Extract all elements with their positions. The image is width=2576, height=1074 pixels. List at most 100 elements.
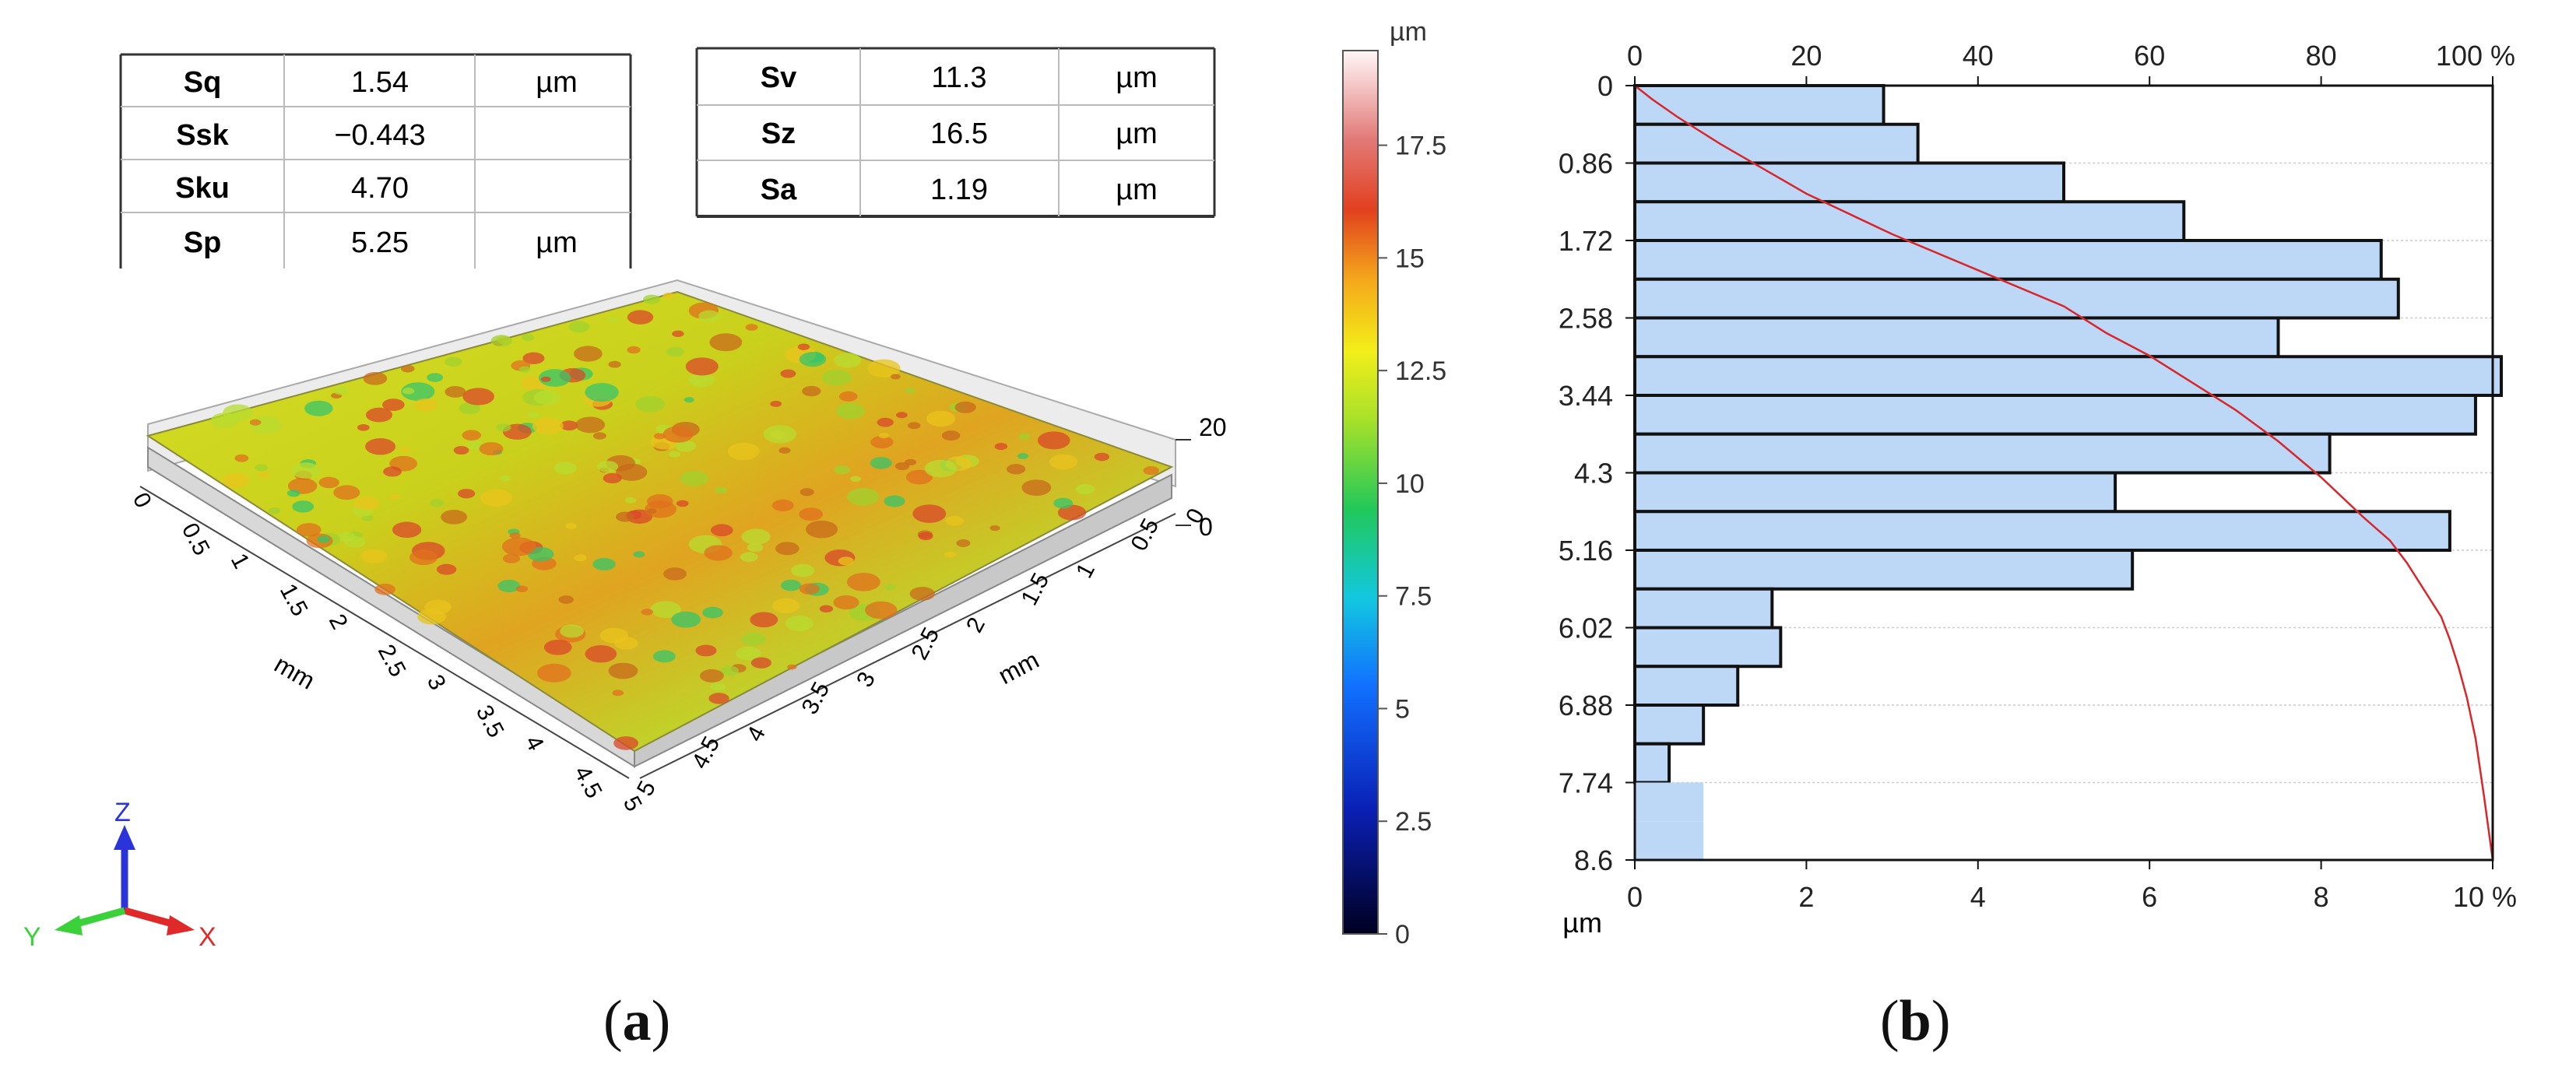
y-axis-unit: µm	[1562, 907, 1602, 939]
surface-patch	[522, 334, 535, 342]
surface-patch	[646, 508, 657, 514]
surface-patch	[568, 321, 590, 333]
surface-patch	[747, 542, 764, 553]
surface-patch	[296, 523, 322, 537]
surface-patch	[304, 400, 333, 416]
surface-patch	[1021, 479, 1052, 497]
left-axis-tick-label: 4.5	[569, 762, 607, 802]
surface-patch	[401, 364, 415, 373]
colorbar-tick-label: 15	[1395, 244, 1425, 273]
surface-front-right-face	[634, 473, 1172, 768]
histogram-bin	[1633, 239, 2383, 281]
surface-patch	[787, 664, 797, 670]
surface-patch	[210, 412, 239, 428]
surface-patch	[799, 507, 824, 521]
surface-patch	[599, 627, 628, 644]
surface-patch	[821, 369, 852, 386]
surface-patch	[333, 386, 350, 395]
triad-y-label: Y	[23, 922, 41, 952]
y-tick-label: 0.86	[1559, 148, 1613, 180]
x-bottom-tick-label: 6	[2142, 881, 2157, 913]
surface-patch	[496, 423, 511, 432]
x-top-tick-label: 100 %	[2436, 40, 2515, 72]
surface-patch	[741, 528, 771, 545]
surface-patch	[775, 542, 800, 556]
surface-patch	[905, 458, 917, 466]
colorbar-tick-label: 2.5	[1395, 807, 1432, 837]
left-axis-tick-label: 2.5	[373, 641, 411, 681]
surface-patch	[445, 356, 462, 367]
surface-patch	[944, 551, 956, 558]
surface-patch	[560, 624, 584, 638]
x-axis-arrowhead	[167, 915, 195, 935]
surface-patch	[867, 359, 901, 378]
surface-patch	[643, 294, 661, 304]
y-tick-label: 6.02	[1559, 612, 1613, 644]
surface-patch	[1017, 453, 1029, 459]
surface-patch	[536, 663, 571, 683]
surface-patch	[458, 489, 476, 499]
parameter-table-left: Sq 1.54 µm Ssk −0.443 Sku 4.70 Sp 5.25 µ…	[119, 53, 632, 268]
surface-patch	[291, 462, 321, 479]
param-unit: µm	[1116, 61, 1158, 94]
z-axis-bottom-label: 0	[1199, 513, 1213, 541]
surface-patch	[865, 601, 898, 619]
surface-patch	[941, 430, 961, 441]
colorbar-tick-label: 17.5	[1395, 132, 1446, 161]
surface-patch	[895, 412, 908, 419]
surface-patch	[652, 650, 676, 663]
surface-patch	[255, 464, 268, 472]
surface-patch	[994, 443, 1008, 451]
surface-patch	[641, 609, 654, 616]
colorbar-tick-label: 5	[1395, 694, 1410, 724]
right-axis-tick-label: 1.5	[1017, 569, 1055, 609]
surface-patch	[592, 432, 606, 440]
surface-patch	[441, 510, 468, 525]
x-axis-bottom-ticks: 0 2 4 6 8 10 %	[1627, 860, 2517, 913]
y-tick-label: 2.58	[1559, 303, 1613, 335]
surface-patch	[222, 472, 250, 488]
param-unit: µm	[1116, 174, 1158, 206]
x-bottom-tick-label: 10 %	[2453, 881, 2517, 913]
surface-patch	[745, 324, 758, 331]
surface-patch	[797, 343, 810, 351]
histogram-bin	[1633, 432, 2332, 475]
surface-patch	[427, 373, 444, 382]
surface-patch	[401, 382, 435, 401]
y-tick-label: 0	[1597, 70, 1613, 102]
surface-patch	[833, 595, 859, 610]
x-top-tick-label: 0	[1627, 40, 1643, 72]
surface-patch	[926, 410, 956, 427]
param-value: 5.25	[351, 226, 409, 259]
surface-patch	[392, 521, 422, 538]
colorbar-tick-label: 7.5	[1395, 582, 1432, 612]
histogram-bin	[1633, 161, 2065, 204]
surface-patch	[870, 457, 892, 469]
surface-patch	[989, 525, 1000, 532]
param-name: Sq	[184, 66, 222, 99]
panel-a: Sq 1.54 µm Ssk −0.443 Sku 4.70 Sp 5.25 µ…	[23, 17, 1446, 952]
surface-patch	[654, 433, 666, 440]
left-axis-tick-label: 4	[520, 732, 549, 755]
colorbar-unit: µm	[1390, 17, 1427, 47]
histogram-bin	[1635, 782, 1704, 822]
x-bottom-tick-label: 4	[1970, 881, 1986, 913]
param-name: Sv	[761, 61, 796, 94]
surface-patch	[635, 395, 665, 412]
surface-patch	[709, 333, 743, 352]
surface-patch	[459, 402, 480, 415]
surface-patch	[702, 606, 723, 619]
surface-patch	[905, 469, 933, 485]
surface-patch	[884, 584, 896, 591]
surface-patch	[453, 446, 469, 455]
surface-patch	[365, 438, 396, 455]
x-top-tick-label: 60	[2134, 40, 2165, 72]
surface-patch	[1057, 504, 1087, 521]
param-value: −0.443	[334, 119, 425, 152]
surface-patch	[924, 459, 957, 478]
surface-patch	[585, 383, 619, 402]
surface-patch	[704, 545, 733, 561]
surface-patch	[565, 522, 577, 529]
surface-patch	[532, 417, 564, 435]
surface-patch	[710, 683, 726, 692]
